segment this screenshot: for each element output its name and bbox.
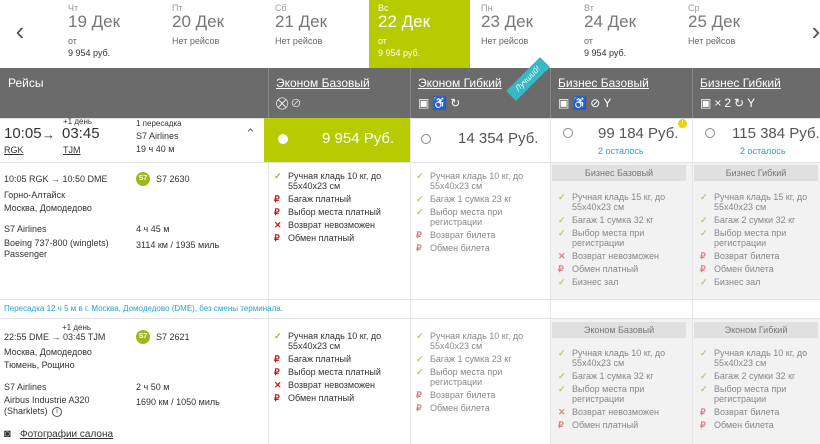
fare-col-eco-basic[interactable]: Эконом Базовый ⛒⊘ [268, 68, 410, 118]
price-eco-flex: 14 354 Руб. [458, 130, 539, 147]
price-biz-flex: 115 384 Руб. [732, 125, 820, 142]
price-cell-selected[interactable] [264, 118, 410, 162]
date-cell[interactable]: Пт 20 Дек Нет рейсов [172, 0, 275, 68]
date-cell[interactable]: Ср 25 Дек Нет рейсов [688, 0, 791, 68]
seg1-duration: 4 ч 45 м [136, 224, 170, 234]
transfer-note: Пересадка 12 ч 5 м в г. Москва, Домодедо… [4, 304, 283, 313]
airline-logo: S7 [136, 330, 150, 344]
date-sub: Нет рейсов [688, 36, 736, 46]
date-label: 21 Дек [275, 12, 328, 31]
collapse-icon[interactable]: ⌃ [245, 126, 256, 141]
airline-logo: S7 [136, 172, 150, 186]
fare-title[interactable]: Эконом Базовый [276, 76, 370, 90]
date-cell[interactable]: Чт 19 Дек от 9 954 руб. [68, 0, 171, 68]
date-sub: Нет рейсов [275, 36, 323, 46]
seg1-airline: S7 Airlines [4, 224, 47, 234]
seg2-aircraft: Airbus Industrie A320 (Sharklets) [4, 395, 90, 416]
cabin-photos-link[interactable]: Фотографии салона [20, 429, 114, 440]
day-of-week: Чт [68, 3, 79, 13]
date-label: 24 Дек [584, 12, 637, 31]
fare-radio[interactable] [421, 134, 431, 144]
x2-label: ×2 [714, 96, 735, 110]
baggage-icon: ▣♿↻ [418, 96, 464, 110]
date-price: 9 954 руб. [378, 48, 421, 58]
fare-subheader: Бизнес Базовый [552, 165, 686, 181]
price-eco-basic: 9 954 Руб. [322, 130, 395, 147]
camera-icon: ◙ [4, 428, 11, 440]
baggage-icon: ▣♿⊘Y [558, 96, 615, 110]
fare-radio[interactable] [705, 128, 715, 138]
baggage-icon: ▣×2↻Y [700, 96, 759, 110]
baggage-none-icon: ⛒⊘ [276, 96, 304, 110]
date-cell[interactable]: Сб 21 Дек Нет рейсов [275, 0, 378, 68]
airline: S7 Airlines [136, 131, 179, 141]
fare-radio[interactable] [563, 128, 573, 138]
fare-subheader: Бизнес Гибкий [694, 165, 818, 181]
seg2-to: Тюмень, Рощино [4, 360, 75, 370]
date-price: 9 954 руб. [68, 48, 111, 58]
dep-time: 10:05 [4, 125, 42, 142]
seg1-times: 10:05 RGK → 10:50 DME [4, 174, 108, 184]
date-cell[interactable]: Вс 22 Дек от 9 954 руб. [369, 0, 470, 68]
seg2-distance: 1690 км / 1050 миль [136, 397, 220, 407]
warning-icon: ! [678, 119, 687, 128]
price-biz-basic: 99 184 Руб. [598, 125, 679, 142]
date-label: 20 Дек [172, 12, 225, 31]
fare-header: Рейсы Эконом Базовый ⛒⊘ Эконом Гибкий ▣♿… [0, 57, 820, 118]
date-label: 22 Дек [378, 12, 431, 31]
dep-code[interactable]: RGK [4, 145, 24, 155]
seg2-airline: S7 Airlines [4, 382, 47, 392]
seg1-from: Горно-Алтайск [4, 190, 66, 200]
date-price: 9 954 руб. [584, 48, 627, 58]
date-sub: от [68, 36, 77, 46]
day-of-week: Вт [584, 3, 594, 13]
seg1-to: Москва, Домодедово [4, 203, 92, 213]
date-sub: от [378, 36, 387, 46]
transfers: 1 пересадка [136, 119, 182, 128]
date-selector: ‹ › Чт 19 Дек от 9 954 руб. Пт 20 Дек Нет… [0, 0, 820, 68]
seg1-aircraft: Boeing 737-800 (winglets) Passenger [4, 238, 109, 259]
day-of-week: Пт [172, 3, 183, 13]
date-label: 23 Дек [481, 12, 534, 31]
fare-col-eco-flex[interactable]: Эконом Гибкий ▣♿↻ Лучший! [410, 57, 550, 118]
day-of-week: Вс [378, 3, 389, 13]
flights-header: Рейсы [8, 76, 44, 90]
arr-time: 03:45 [62, 125, 100, 142]
seg2-duration: 2 ч 50 м [136, 382, 170, 392]
date-cell[interactable]: Вт 24 Дек от 9 954 руб. [584, 0, 687, 68]
seg2-from: Москва, Домодедово [4, 347, 92, 357]
flight-number: S7 2621 [156, 332, 190, 342]
fare-title[interactable]: Эконом Гибкий [418, 76, 502, 90]
next-day: +1 день [63, 117, 93, 126]
date-cell[interactable]: Пн 23 Дек Нет рейсов [481, 0, 584, 68]
info-icon[interactable]: i [52, 407, 62, 417]
day-of-week: Сб [275, 3, 287, 13]
fare-subheader: Эконом Базовый [552, 322, 686, 338]
arr-code[interactable]: TJM [63, 145, 81, 155]
date-sub: от [584, 36, 593, 46]
date-sub: Нет рейсов [172, 36, 220, 46]
seats-left: 2 осталось [740, 146, 786, 156]
seg2-times: 22:55 DME → 03:45 TJM [4, 332, 106, 342]
next-day: +1 день [62, 323, 92, 332]
flight-number: S7 2630 [156, 174, 190, 184]
fare-title[interactable]: Бизнес Базовый [558, 76, 649, 90]
date-label: 25 Дек [688, 12, 741, 31]
date-label: 19 Дек [68, 12, 121, 31]
fare-col-biz-basic[interactable]: Бизнес Базовый ▣♿⊘Y [550, 68, 692, 118]
fare-radio[interactable] [278, 134, 288, 144]
seg1-distance: 3114 км / 1935 миль [136, 240, 220, 250]
seats-left: 2 осталось [598, 146, 644, 156]
fare-title[interactable]: Бизнес Гибкий [700, 76, 781, 90]
date-sub: Нет рейсов [481, 36, 529, 46]
day-of-week: Пн [481, 3, 493, 13]
total-duration: 19 ч 40 м [136, 144, 175, 154]
day-of-week: Ср [688, 3, 700, 13]
fare-subheader: Эконом Гибкий [694, 322, 818, 338]
prev-arrow-icon[interactable]: ‹ [15, 16, 25, 46]
next-arrow-icon[interactable]: › [811, 16, 820, 46]
arrow-right-icon: → [42, 127, 55, 142]
fare-col-biz-flex[interactable]: Бизнес Гибкий ▣×2↻Y [692, 68, 820, 118]
